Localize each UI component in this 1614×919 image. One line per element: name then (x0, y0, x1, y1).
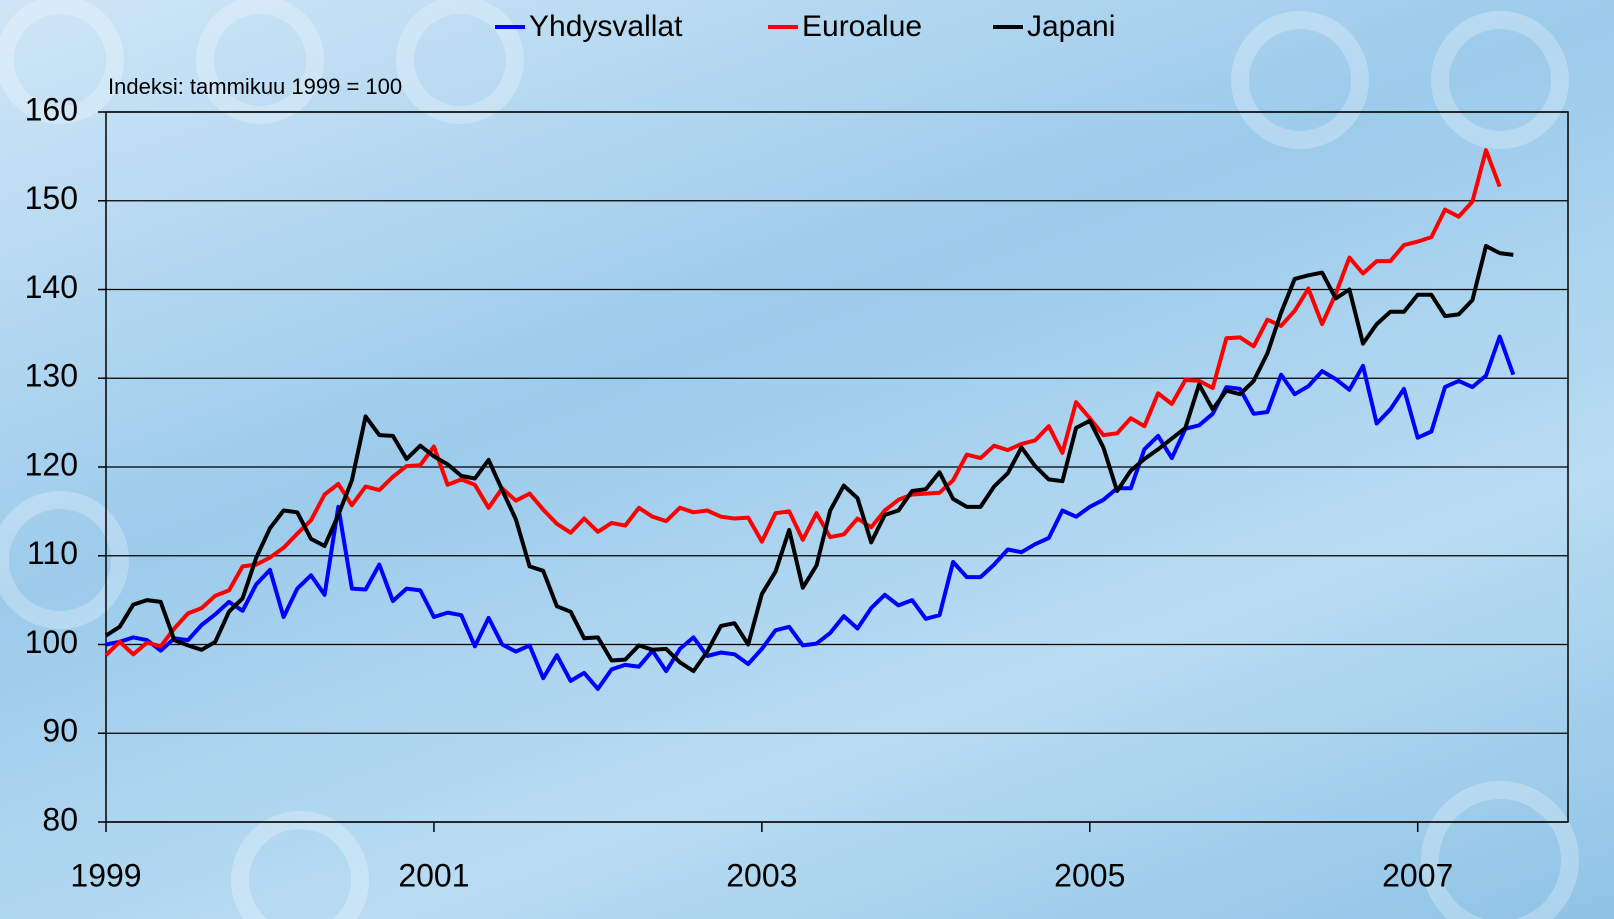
y-tick-label: 110 (27, 535, 78, 571)
y-tick-label: 150 (25, 180, 78, 216)
legend-label: Euroalue (802, 10, 922, 43)
background-decoration (0, 0, 1579, 919)
x-tick-label: 2003 (726, 857, 797, 893)
x-tick-label: 2007 (1382, 857, 1453, 893)
data-line (104, 148, 1502, 657)
x-tick-label: 1999 (70, 857, 141, 893)
legend-label: Japani (1027, 10, 1115, 43)
y-tick-label: 130 (25, 358, 78, 394)
chart-subtitle: Indeksi: tammikuu 1999 = 100 (108, 74, 402, 99)
x-tick-label: 2001 (398, 857, 469, 893)
data-line (105, 334, 1516, 691)
data-line (104, 244, 1514, 674)
legend-label: Yhdysvallat (529, 10, 683, 43)
y-tick-label: 90 (42, 713, 78, 749)
y-tick-label: 80 (42, 801, 78, 837)
y-tick-label: 140 (25, 269, 78, 305)
y-tick-label: 100 (25, 624, 78, 660)
x-tick-label: 2005 (1054, 857, 1125, 893)
y-tick-label: 160 (25, 91, 78, 127)
y-tick-label: 120 (25, 446, 78, 482)
